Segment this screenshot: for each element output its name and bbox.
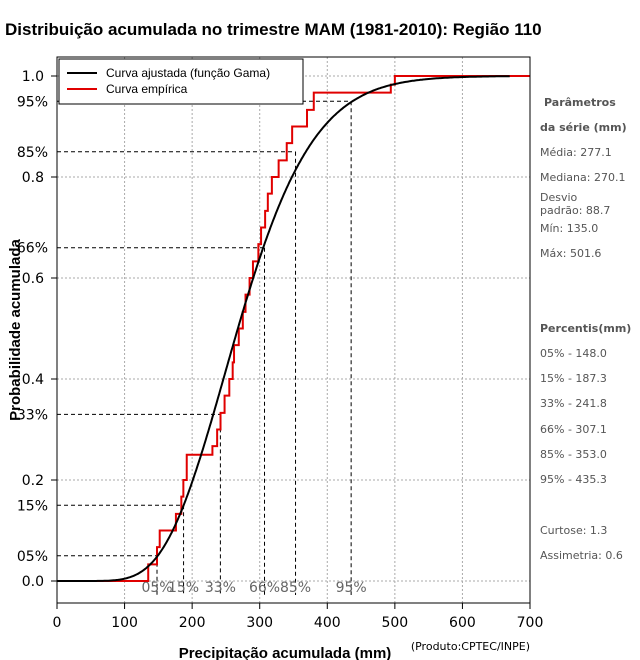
- grid: [57, 57, 530, 603]
- x-axis-label: Precipitação acumulada (mm): [179, 645, 392, 660]
- y-tick-label: 0.0: [22, 574, 44, 590]
- percentile-x-label: 66%: [249, 580, 280, 596]
- percentile-y-label: 95%: [17, 94, 48, 110]
- chart-title: Distribuição acumulada no trimestre MAM …: [5, 20, 542, 39]
- percentile-x-label: 33%: [205, 580, 236, 596]
- legend-label-empirical: Curva empírica: [106, 82, 188, 96]
- percentil-05: 05% - 148.0: [540, 347, 607, 360]
- x-tick-label: 500: [381, 615, 408, 631]
- percentil-95: 95% - 435.3: [540, 473, 607, 486]
- legend-box: [58, 58, 304, 105]
- percentile-y-label: 15%: [17, 498, 48, 514]
- legend: Curva ajustada (função Gama) Curva empír…: [58, 58, 304, 105]
- x-tick-label: 700: [517, 615, 544, 631]
- percentil-33: 33% - 241.8: [540, 397, 607, 410]
- percentile-x-label: 05%: [141, 580, 172, 596]
- percentis-title: Percentis(mm): [540, 322, 632, 335]
- stat-assimetria: Assimetria: 0.6: [540, 549, 623, 562]
- x-tick-label: 0: [53, 615, 62, 631]
- curves: [57, 75, 530, 582]
- percentile-x-label: 15%: [168, 580, 199, 596]
- stat-max: Máx: 501.6: [540, 247, 602, 260]
- credit-label: (Produto:CPTEC/INPE): [411, 640, 530, 653]
- y-tick-label: 0.2: [22, 473, 44, 489]
- legend-label-gamma: Curva ajustada (função Gama): [106, 66, 270, 80]
- y-tick-label: 0.6: [22, 271, 44, 287]
- x-tick-label: 300: [246, 615, 273, 631]
- params-title-line2: da série (mm): [540, 121, 627, 134]
- stat-curtose: Curtose: 1.3: [540, 524, 608, 537]
- y-tick-label: 0.4: [22, 372, 44, 388]
- percentile-y-label: 66%: [17, 241, 48, 257]
- y-tick-label: 0.8: [22, 170, 44, 186]
- x-tick-label: 100: [111, 615, 138, 631]
- x-tick-label: 200: [179, 615, 206, 631]
- x-tick-label: 600: [449, 615, 476, 631]
- stat-desvio-line2: padrão: 88.7: [540, 204, 611, 217]
- percentile-x-label: 95%: [336, 580, 367, 596]
- percentil-15: 15% - 187.3: [540, 372, 607, 385]
- percentil-66: 66% - 307.1: [540, 423, 607, 436]
- percentile-y-label: 33%: [17, 407, 48, 423]
- stat-media: Média: 277.1: [540, 146, 612, 159]
- percentil-85: 85% - 353.0: [540, 448, 607, 461]
- y-axis-label: Probabilidade acumulada: [7, 238, 24, 420]
- percentile-x-label: 85%: [280, 580, 311, 596]
- y-tick-label: 1.0: [22, 69, 44, 85]
- percentile-y-label: 05%: [17, 549, 48, 565]
- gamma-fitted-curve: [57, 75, 510, 582]
- x-tick-label: 400: [314, 615, 341, 631]
- axes: 0 100 200 300 400 500 600 700 0.0 0.2 0.4 0.6 0.8 1.0: [22, 69, 544, 631]
- percentile-y-label: 85%: [17, 145, 48, 161]
- plot-frame: [56, 56, 531, 604]
- stat-mediana: Mediana: 270.1: [540, 171, 626, 184]
- percentile-reference-lines: 05%05%15%15%33%33%66%66%85%85%95%95%: [17, 94, 367, 596]
- stat-desvio-line1: Desvio: [540, 191, 578, 204]
- params-title-line1: Parâmetros: [544, 96, 616, 109]
- stat-min: Mín: 135.0: [540, 222, 599, 235]
